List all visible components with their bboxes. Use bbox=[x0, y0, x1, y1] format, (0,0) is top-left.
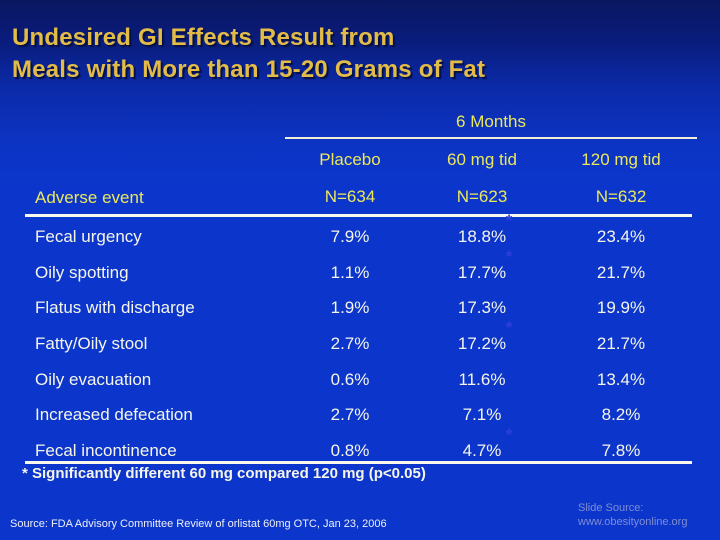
120mg-value: 8.2% bbox=[601, 405, 641, 424]
60mg-value: 17.3% bbox=[457, 298, 507, 317]
120mg-value: 21.7% bbox=[596, 263, 646, 282]
table-row: Oily spotting 1.1% 17.7% * 21.7% bbox=[0, 247, 720, 283]
column-header-120mg: 120 mg tid bbox=[581, 150, 661, 169]
significance-asterisk: * bbox=[505, 247, 513, 266]
table-row: Fecal urgency 7.9% 18.8% * 23.4% bbox=[0, 211, 720, 247]
60mg-value: 11.6% bbox=[458, 370, 506, 389]
slide-title-line1: Undesired GI Effects Result from bbox=[12, 24, 395, 51]
placebo-value: 1.1% bbox=[330, 263, 370, 282]
placebo-value: 0.8% bbox=[330, 441, 370, 460]
adverse-event-label: Fecal urgency bbox=[35, 227, 142, 246]
120mg-value: 21.7% bbox=[596, 334, 646, 353]
table-row: Oily evacuation 0.6% 11.6% 13.4% bbox=[0, 370, 720, 390]
120mg-value: 19.9% bbox=[596, 298, 646, 317]
adverse-event-label: Fatty/Oily stool bbox=[35, 334, 148, 353]
60mg-value: 4.7% bbox=[462, 441, 502, 460]
placebo-value: 7.9% bbox=[330, 227, 370, 246]
row-header-adverse-event: Adverse event bbox=[35, 188, 144, 207]
adverse-event-label: Increased defecation bbox=[35, 405, 193, 424]
table-row: Flatus with discharge 1.9% 17.3% 19.9% bbox=[0, 298, 720, 318]
column-header-placebo: Placebo bbox=[319, 150, 381, 169]
table-row: Fecal incontinence 0.8% 4.7% * 7.8% bbox=[0, 425, 720, 461]
period-underline-rule bbox=[285, 137, 697, 139]
60mg-value: 17.2% bbox=[457, 334, 507, 353]
column-n-placebo: N=634 bbox=[324, 187, 376, 206]
placebo-value: 2.7% bbox=[330, 334, 370, 353]
table-period-header: 6 Months bbox=[456, 112, 526, 131]
significance-asterisk: * bbox=[505, 211, 513, 230]
source-citation: Source: FDA Advisory Committee Review of… bbox=[10, 518, 387, 530]
table-row: Fatty/Oily stool 2.7% 17.2% * 21.7% bbox=[0, 318, 720, 354]
significance-asterisk: * bbox=[505, 318, 513, 337]
adverse-event-label: Fecal incontinence bbox=[35, 441, 177, 460]
60mg-value: 17.7% bbox=[457, 263, 507, 282]
slide-source-label: Slide Source: bbox=[578, 502, 644, 514]
table-row: Increased defecation 2.7% 7.1% 8.2% bbox=[0, 405, 720, 425]
placebo-value: 1.9% bbox=[330, 298, 370, 317]
significance-footnote: * Significantly different 60 mg compared… bbox=[22, 465, 426, 482]
adverse-event-label: Oily evacuation bbox=[35, 370, 152, 389]
60mg-value: 7.1% bbox=[462, 405, 502, 424]
slide-title-line2: Meals with More than 15-20 Grams of Fat bbox=[12, 56, 486, 83]
table-bottom-rule bbox=[25, 461, 692, 464]
slide-title: Undesired GI Effects Result from Meals w… bbox=[12, 22, 485, 86]
60mg-value: 18.8% bbox=[457, 227, 507, 246]
120mg-value: 23.4% bbox=[596, 227, 646, 246]
column-header-60mg: 60 mg tid bbox=[447, 150, 517, 169]
adverse-event-label: Oily spotting bbox=[35, 263, 129, 282]
120mg-value: 7.8% bbox=[601, 441, 641, 460]
placebo-value: 0.6% bbox=[330, 370, 370, 389]
column-n-60mg: N=623 bbox=[456, 187, 508, 206]
slide-source-url: www.obesityonline.org bbox=[578, 516, 688, 528]
120mg-value: 13.4% bbox=[596, 370, 646, 389]
significance-asterisk: * bbox=[505, 425, 513, 444]
slide-source-credit: Slide Source: www.obesityonline.org bbox=[578, 501, 687, 529]
column-n-120mg: N=632 bbox=[595, 187, 647, 206]
placebo-value: 2.7% bbox=[330, 405, 370, 424]
table-top-rule bbox=[25, 214, 692, 217]
adverse-event-label: Flatus with discharge bbox=[35, 298, 195, 317]
